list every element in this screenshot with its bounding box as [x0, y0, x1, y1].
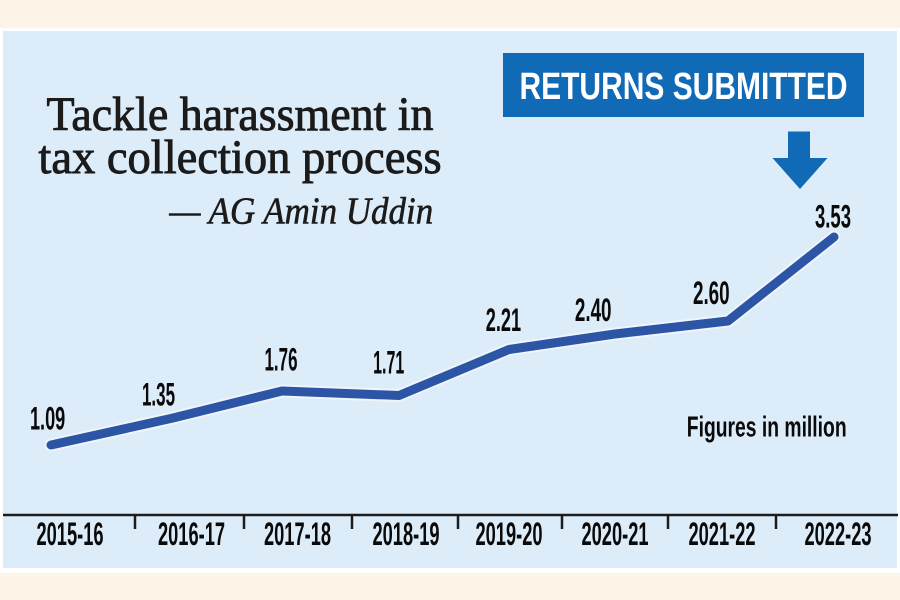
svg-text:2020-21: 2020-21 — [581, 516, 648, 553]
svg-text:2.40: 2.40 — [575, 292, 612, 329]
svg-text:2017-18: 2017-18 — [264, 516, 331, 553]
svg-text:2.21: 2.21 — [486, 301, 521, 338]
svg-text:2015-16: 2015-16 — [36, 516, 103, 553]
svg-text:3.53: 3.53 — [815, 198, 851, 235]
svg-text:1.09: 1.09 — [30, 400, 65, 437]
svg-text:2022-23: 2022-23 — [804, 516, 871, 553]
svg-text:tax collection process: tax collection process — [38, 131, 441, 184]
svg-text:Figures in million: Figures in million — [687, 412, 847, 444]
svg-text:1.76: 1.76 — [265, 343, 298, 378]
svg-text:1.71: 1.71 — [373, 346, 404, 381]
svg-text:2016-17: 2016-17 — [158, 516, 225, 553]
svg-text:— AG Amin Uddin: — AG Amin Uddin — [168, 189, 433, 232]
svg-text:2021-22: 2021-22 — [688, 516, 755, 553]
svg-text:RETURNS SUBMITTED: RETURNS SUBMITTED — [519, 65, 847, 107]
svg-text:2018-19: 2018-19 — [372, 516, 439, 553]
svg-text:Tackle harassment in: Tackle harassment in — [46, 88, 433, 141]
svg-text:1.35: 1.35 — [142, 378, 175, 413]
svg-text:2.60: 2.60 — [693, 275, 730, 312]
svg-text:2019-20: 2019-20 — [475, 516, 542, 553]
